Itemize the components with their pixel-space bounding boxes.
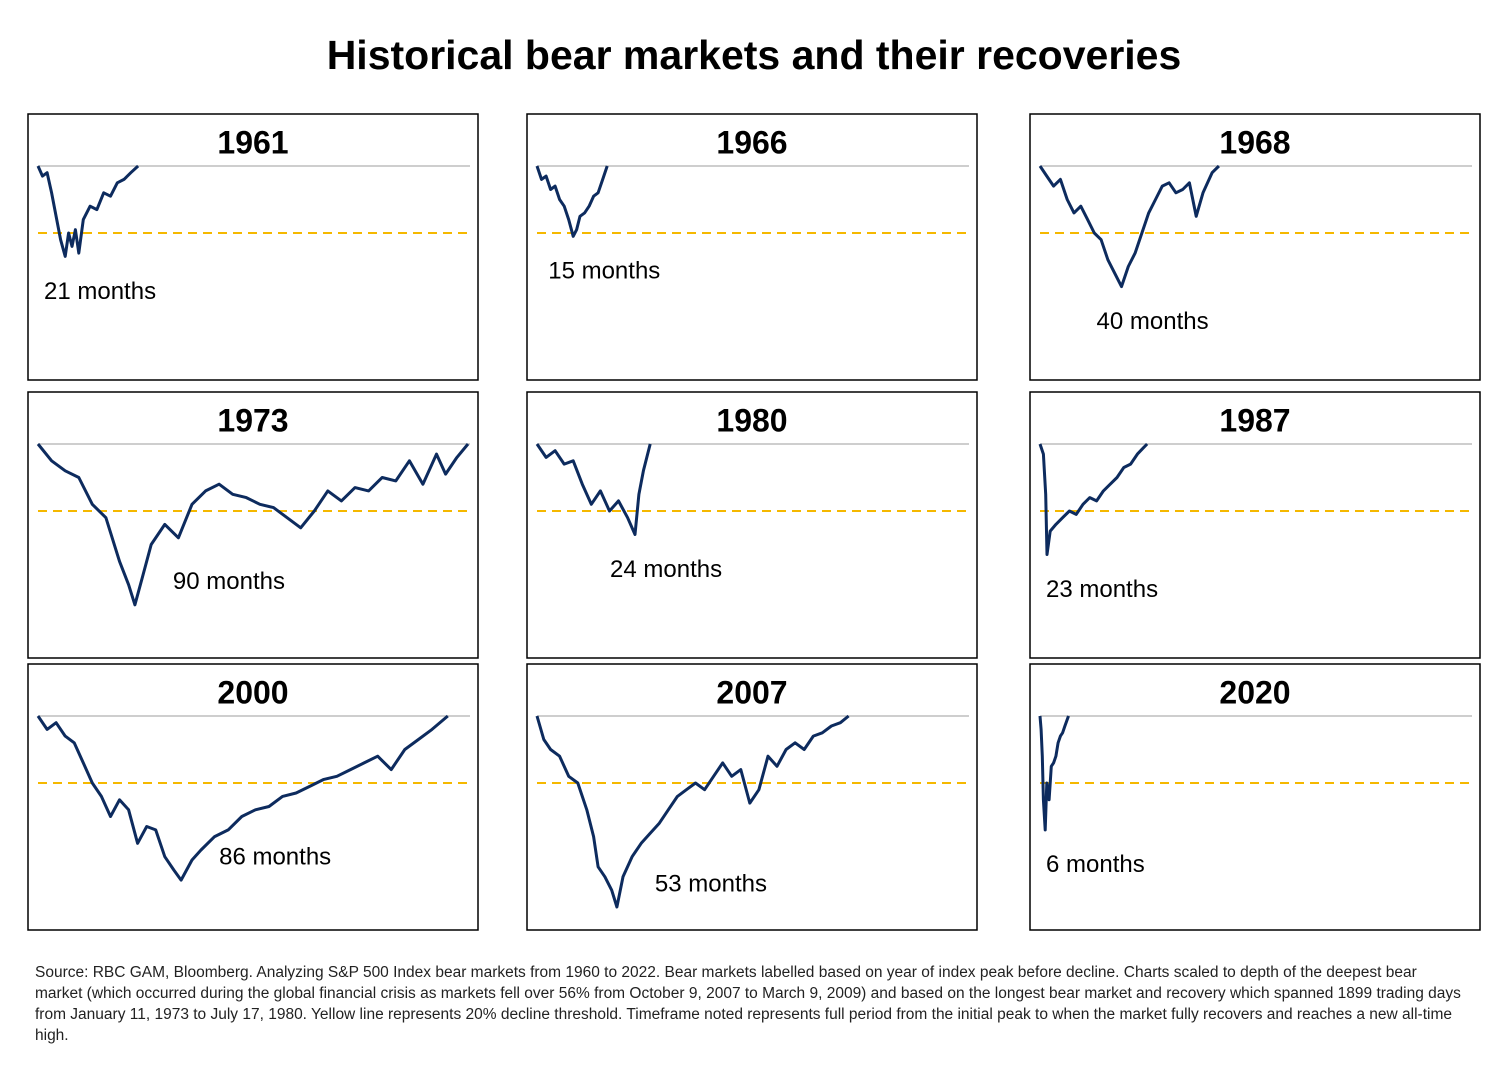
- panel-title: 1973: [217, 402, 288, 438]
- panel-title: 1961: [217, 124, 288, 160]
- source-note: Source: RBC GAM, Bloomberg. Analyzing S&…: [35, 964, 1461, 1044]
- index-line: [36, 443, 470, 607]
- index-line: [36, 164, 140, 258]
- duration-label: 24 months: [610, 556, 722, 583]
- index-line: [535, 443, 652, 536]
- duration-label: 23 months: [1046, 576, 1158, 603]
- page-title: Historical bear markets and their recove…: [326, 32, 1182, 78]
- index-line: [1038, 715, 1070, 832]
- panel-frame: [526, 113, 978, 381]
- panel-title: 1987: [1219, 402, 1290, 438]
- duration-label: 6 months: [1046, 851, 1145, 878]
- panel-title: 1980: [716, 402, 787, 438]
- panel-frame: [526, 391, 978, 659]
- duration-label: 21 months: [44, 278, 156, 305]
- panel-title: 2020: [1219, 674, 1290, 710]
- panel-title: 2007: [716, 674, 787, 710]
- duration-label: 86 months: [219, 843, 331, 870]
- panel-title: 2000: [217, 674, 288, 710]
- duration-label: 90 months: [173, 568, 285, 595]
- index-line: [1038, 164, 1220, 289]
- index-line: [535, 165, 609, 238]
- index-line: [1038, 442, 1149, 556]
- duration-label: 15 months: [548, 258, 660, 285]
- panel-frame: [526, 663, 978, 931]
- panel-frame: [1029, 391, 1481, 659]
- panel-frame: [1029, 663, 1481, 931]
- chart-grid: 1961 21 months 1966 15 months 1968 40 months 1…: [27, 113, 1481, 931]
- panel-frame: [27, 113, 479, 381]
- index-line: [535, 714, 850, 909]
- duration-label: 40 months: [1097, 308, 1209, 335]
- panel-title: 1968: [1219, 124, 1290, 160]
- panel-title: 1966: [716, 124, 787, 160]
- index-line: [36, 714, 449, 882]
- duration-label: 53 months: [655, 870, 767, 897]
- panel-frame: [27, 391, 479, 659]
